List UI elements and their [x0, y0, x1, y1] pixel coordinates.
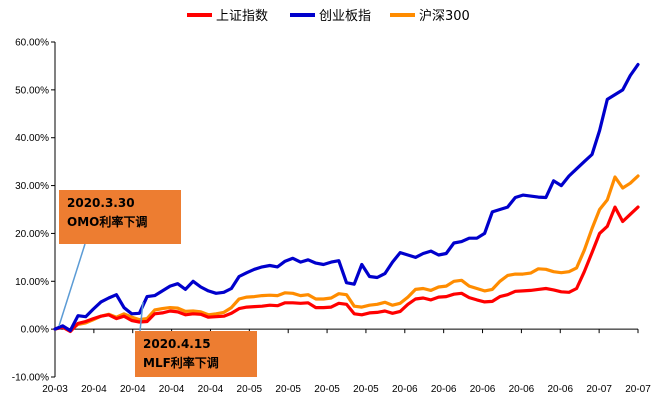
x-tick-label: 20-06: [547, 384, 573, 395]
callout-line-mlf: [139, 301, 144, 332]
y-tick-label: 40.00%: [15, 133, 49, 144]
y-tick-label: -10.00%: [12, 373, 49, 384]
x-tick-label: 20-06: [392, 384, 418, 395]
series-line-2: [53, 174, 640, 332]
series-line-0: [53, 205, 640, 334]
series-layer: [53, 62, 640, 334]
series-line-1: [53, 62, 640, 333]
x-tick-label: 20-04: [198, 384, 224, 395]
y-tick-label: 50.00%: [15, 85, 49, 96]
y-tick-label: 20.00%: [15, 229, 49, 240]
legend: 上证指数 创业板指 沪深300: [187, 8, 470, 24]
x-tick-label: 20-05: [275, 384, 301, 395]
annotation-omo-date: 2020.3.30: [67, 196, 135, 210]
y-tick-label: 0.00%: [21, 325, 49, 336]
legend-label-1: 创业板指: [319, 9, 371, 24]
x-axis: 20-03 20-04 20-04 20-04 20-04 20-05 20-05 20-05…: [42, 328, 651, 395]
x-tick-label: 20-03: [42, 384, 68, 395]
callout-line-omo: [58, 243, 86, 327]
y-tick-label: 10.00%: [15, 277, 49, 288]
y-tick-label: 60.00%: [15, 38, 49, 49]
annotation-mlf-date: 2020.4.15: [143, 337, 211, 351]
x-tick-label: 20-05: [314, 384, 340, 395]
annotation-omo-rate-cut: 2020.3.30 OMO利率下调: [59, 190, 181, 244]
x-tick-label: 20-06: [431, 384, 457, 395]
x-tick-label: 20-04: [81, 384, 107, 395]
x-tick-label: 20-06: [470, 384, 496, 395]
x-tick-label: 20-05: [353, 384, 379, 395]
annotation-mlf-rate-cut: 2020.4.15 MLF利率下调: [135, 331, 257, 377]
annotation-omo-text: OMO利率下调: [67, 215, 148, 229]
x-tick-label: 20-07: [586, 384, 612, 395]
callout-lines: [58, 243, 144, 332]
x-tick-label: 20-07: [625, 384, 651, 395]
y-tick-label: 30.00%: [15, 181, 49, 192]
y-axis: -10.00% 0.00% 10.00% 20.00% 30.00% 40.00% 50.0…: [12, 38, 56, 384]
legend-label-2: 沪深300: [419, 8, 470, 24]
x-tick-label: 20-04: [159, 384, 185, 395]
x-tick-label: 20-05: [237, 384, 263, 395]
x-tick-label: 20-04: [120, 384, 146, 395]
legend-label-0: 上证指数: [216, 9, 268, 24]
x-tick-label: 20-06: [509, 384, 535, 395]
annotation-mlf-text: MLF利率下调: [143, 356, 219, 370]
